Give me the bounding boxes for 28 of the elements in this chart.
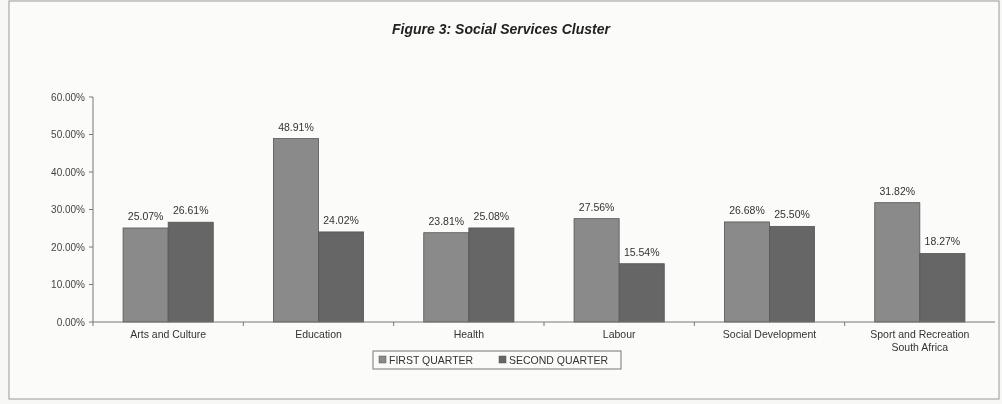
- data-label: 18.27%: [924, 235, 961, 248]
- data-label: 25.07%: [127, 209, 164, 222]
- chart-title: Figure 3: Social Services Cluster: [392, 21, 612, 37]
- y-tick-label: 50.00%: [51, 129, 86, 140]
- x-tick-label: Arts and Culture: [130, 328, 207, 340]
- data-label: 26.68%: [729, 203, 765, 216]
- data-label: 31.82%: [879, 184, 916, 197]
- data-label: 25.08%: [473, 209, 510, 222]
- y-tick-label: 30.00%: [51, 204, 86, 215]
- data-label: 24.02%: [323, 213, 359, 226]
- x-tick-label: Labour: [602, 328, 637, 340]
- x-tick-label: Social Development: [722, 328, 817, 340]
- data-label: 25.50%: [774, 208, 810, 221]
- data-label: 26.61%: [172, 204, 209, 217]
- legend-label: FIRST QUARTER: [389, 353, 474, 366]
- data-label: 15.54%: [623, 245, 660, 258]
- x-tick-label: Education: [295, 328, 343, 340]
- y-tick-label: 40.00%: [51, 166, 86, 178]
- data-label: 27.56%: [578, 200, 615, 213]
- x-tick-label: Health: [453, 328, 485, 340]
- x-tick-label: Sport and Recreation South Africa: [870, 328, 970, 353]
- y-tick-label: 0.00%: [56, 316, 86, 328]
- data-label: 48.91%: [278, 120, 314, 133]
- y-tick-label: 20.00%: [51, 241, 86, 253]
- y-tick-label: 60.00%: [51, 91, 86, 103]
- legend-label: SECOND QUARTER: [509, 353, 609, 366]
- y-tick-label: 10.00%: [51, 279, 86, 290]
- data-label: 23.81%: [428, 214, 465, 227]
